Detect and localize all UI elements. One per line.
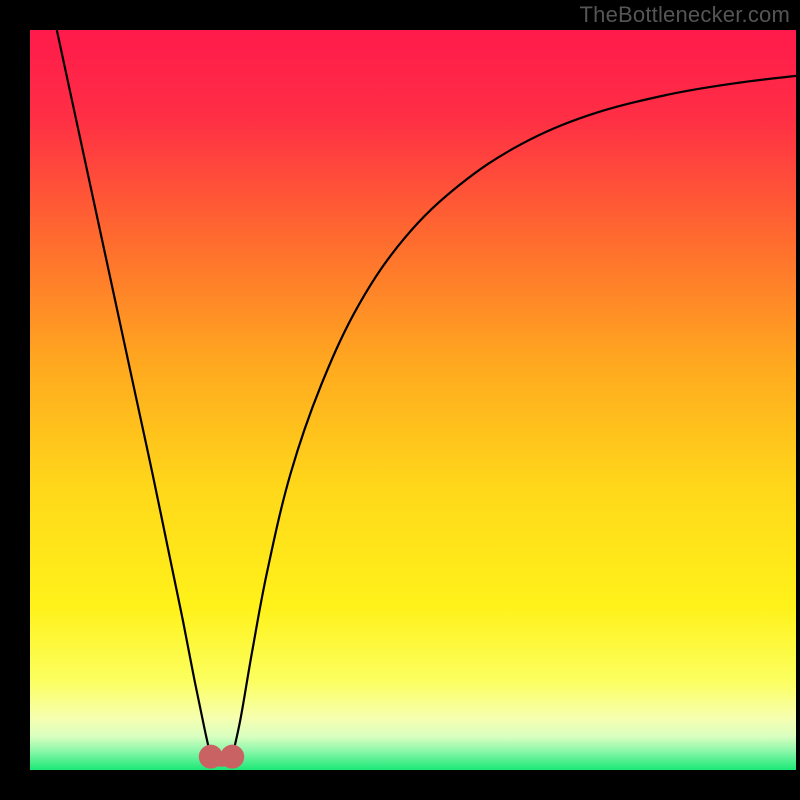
plot-area xyxy=(30,30,796,770)
curve-left-branch xyxy=(57,30,211,757)
curve-marker-1 xyxy=(220,745,244,769)
curve-layer xyxy=(30,30,796,770)
chart-frame: TheBottlenecker.com xyxy=(0,0,800,800)
curve-marker-0 xyxy=(199,745,223,769)
watermark-text: TheBottlenecker.com xyxy=(580,2,790,28)
curve-right-branch xyxy=(232,76,796,757)
